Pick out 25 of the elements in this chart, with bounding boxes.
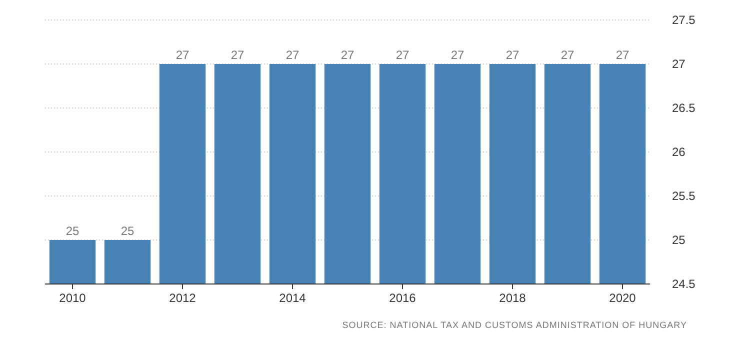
data-label: 27 <box>230 48 244 62</box>
data-label: 25 <box>120 224 134 238</box>
data-label: 27 <box>176 48 190 62</box>
data-label: 25 <box>66 224 80 238</box>
y-tick-label: 24.5 <box>672 277 696 291</box>
x-tick-label: 2020 <box>609 291 636 305</box>
data-label: 27 <box>560 48 574 62</box>
y-tick-label: 25 <box>672 233 686 247</box>
data-label: 27 <box>616 48 630 62</box>
data-label: 27 <box>396 48 410 62</box>
x-tick-label: 2014 <box>279 291 306 305</box>
y-tick-label: 26 <box>672 145 686 159</box>
source-note: SOURCE: NATIONAL TAX AND CUSTOMS ADMINISTRATION OF HUNGARY <box>342 320 687 330</box>
x-tick-label: 2018 <box>499 291 526 305</box>
x-tick-label: 2010 <box>59 291 86 305</box>
y-tick-label: 27.5 <box>672 13 696 27</box>
data-label: 27 <box>286 48 300 62</box>
y-tick-label: 25.5 <box>672 189 696 203</box>
x-tick-label: 2016 <box>389 291 416 305</box>
data-label: 27 <box>450 48 464 62</box>
data-label: 27 <box>340 48 354 62</box>
y-tick-label: 26.5 <box>672 101 696 115</box>
data-label: 27 <box>506 48 520 62</box>
y-tick-label: 27 <box>672 57 686 71</box>
x-tick-label: 2012 <box>169 291 196 305</box>
